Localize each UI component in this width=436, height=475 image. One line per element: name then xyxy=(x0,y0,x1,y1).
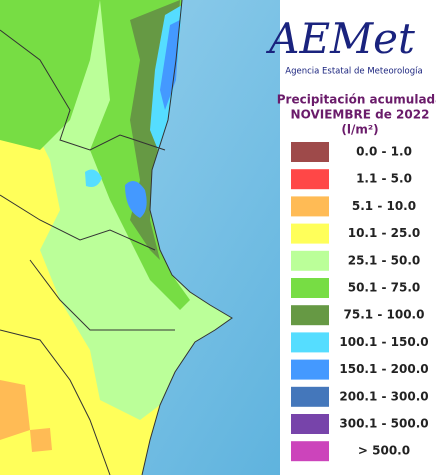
legend-swatch xyxy=(291,414,329,434)
legend-label: 300.1 - 500.0 xyxy=(339,417,428,431)
legend-swatch xyxy=(291,223,329,244)
legend-label: 150.1 - 200.0 xyxy=(339,362,428,376)
legend-swatch xyxy=(291,441,329,462)
legend-label: 0.0 - 1.0 xyxy=(356,145,412,159)
legend-swatch xyxy=(291,359,329,380)
legend-label: 5.1 - 10.0 xyxy=(352,199,416,213)
legend-items: 0.0 - 1.0 1.1 - 5.0 5.1 - 10.0 10.1 - 25.0 2… xyxy=(291,142,429,462)
legend-title: Precipitación acumulada xyxy=(277,93,436,107)
legend-subtitle: NOVIEMBRE de 2022 xyxy=(291,108,430,122)
legend-swatch xyxy=(291,386,329,407)
legend-label: 25.1 - 50.0 xyxy=(348,253,421,267)
legend-label: 75.1 - 100.0 xyxy=(344,308,425,322)
legend-swatch xyxy=(291,196,329,217)
logo-name: AEMet xyxy=(265,14,415,63)
legend-swatch xyxy=(291,250,329,271)
legend-swatch xyxy=(291,278,329,298)
legend-swatch xyxy=(291,169,329,190)
legend-label: 50.1 - 75.0 xyxy=(348,281,421,295)
legend-unit: (l/m²) xyxy=(341,123,378,137)
legend-label: 10.1 - 25.0 xyxy=(348,226,421,240)
legend-label: > 500.0 xyxy=(358,444,410,458)
legend-swatch xyxy=(291,305,329,326)
logo-agency: Agencia Estatal de Meteorología xyxy=(285,67,422,77)
land xyxy=(0,0,232,475)
legend-swatch xyxy=(291,142,329,162)
legend-label: 100.1 - 150.0 xyxy=(339,335,428,349)
legend-swatch xyxy=(291,332,329,353)
borders xyxy=(0,0,233,475)
legend-label: 1.1 - 5.0 xyxy=(356,172,412,186)
legend-label: 200.1 - 300.0 xyxy=(339,389,428,403)
